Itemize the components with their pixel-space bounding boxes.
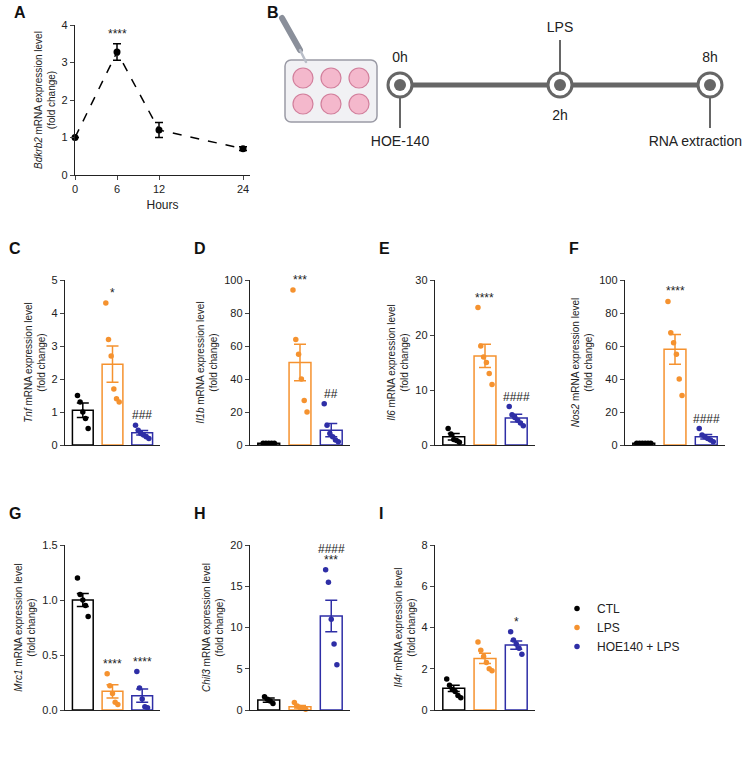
svg-text:10: 10 [230, 621, 242, 633]
svg-text:Hours: Hours [146, 198, 178, 212]
svg-text:G: G [9, 505, 21, 522]
svg-text:****: **** [475, 291, 494, 305]
svg-text:1: 1 [61, 131, 67, 143]
svg-text:###: ### [132, 408, 152, 422]
svg-text:80: 80 [605, 307, 617, 319]
svg-text:****: **** [108, 27, 127, 41]
svg-text:0: 0 [61, 169, 67, 181]
svg-text:6: 6 [114, 183, 120, 195]
svg-text:RNA extraction: RNA extraction [649, 133, 742, 149]
svg-text:Il1b mRNA expression level(fol: Il1b mRNA expression level(fold change) [195, 301, 219, 423]
svg-text:3: 3 [51, 340, 57, 352]
svg-text:A: A [14, 4, 26, 21]
svg-text:4: 4 [421, 621, 427, 633]
svg-text:1.5: 1.5 [42, 539, 57, 551]
svg-text:0.0: 0.0 [42, 704, 57, 716]
svg-text:80: 80 [230, 307, 242, 319]
svg-text:Il6 mRNA expression level(fold: Il6 mRNA expression level(fold change) [386, 304, 410, 421]
svg-text:100: 100 [599, 274, 617, 286]
svg-text:LPS: LPS [547, 19, 573, 35]
svg-text:0: 0 [72, 183, 78, 195]
svg-text:4: 4 [61, 19, 67, 31]
svg-text:10: 10 [415, 384, 427, 396]
svg-text:####: #### [693, 412, 720, 426]
svg-text:60: 60 [605, 340, 617, 352]
svg-text:1: 1 [51, 406, 57, 418]
svg-text:30: 30 [415, 274, 427, 286]
svg-text:20: 20 [230, 406, 242, 418]
svg-text:*: * [514, 615, 519, 629]
svg-text:5: 5 [236, 663, 242, 675]
svg-text:1.0: 1.0 [42, 594, 57, 606]
svg-text:12: 12 [153, 183, 165, 195]
svg-text:2: 2 [51, 373, 57, 385]
svg-text:6: 6 [421, 580, 427, 592]
svg-text:8h: 8h [702, 49, 718, 65]
svg-text:60: 60 [230, 340, 242, 352]
svg-text:0: 0 [421, 704, 427, 716]
svg-text:Bdkrb2 mRNA expression level(f: Bdkrb2 mRNA expression level(fold change… [33, 31, 57, 169]
svg-text:***: *** [324, 553, 338, 567]
svg-text:****: **** [103, 657, 122, 671]
svg-text:C: C [9, 240, 21, 257]
svg-text:0: 0 [421, 439, 427, 451]
svg-text:15: 15 [230, 580, 242, 592]
svg-text:I: I [379, 505, 383, 522]
svg-text:B: B [267, 4, 279, 21]
svg-text:8: 8 [421, 539, 427, 551]
svg-text:2: 2 [421, 663, 427, 675]
svg-text:0: 0 [236, 439, 242, 451]
svg-text:0.5: 0.5 [42, 649, 57, 661]
svg-text:##: ## [324, 387, 338, 401]
svg-text:100: 100 [224, 274, 242, 286]
svg-text:****: **** [133, 655, 152, 669]
svg-text:F: F [569, 240, 579, 257]
svg-text:H: H [194, 505, 206, 522]
svg-text:LPS: LPS [597, 621, 620, 635]
svg-text:*: * [110, 286, 115, 300]
svg-text:####: #### [318, 542, 345, 556]
svg-text:***: *** [293, 273, 307, 287]
svg-text:0: 0 [236, 704, 242, 716]
svg-text:D: D [194, 240, 206, 257]
svg-text:0: 0 [51, 439, 57, 451]
svg-text:3: 3 [61, 56, 67, 68]
svg-text:20: 20 [415, 329, 427, 341]
svg-text:2: 2 [61, 94, 67, 106]
svg-text:####: #### [503, 390, 530, 404]
svg-text:HOE140 + LPS: HOE140 + LPS [597, 640, 679, 654]
svg-text:40: 40 [230, 373, 242, 385]
svg-text:CTL: CTL [597, 602, 620, 616]
svg-text:****: **** [666, 284, 685, 298]
svg-text:2h: 2h [552, 107, 568, 123]
svg-text:24: 24 [237, 183, 249, 195]
svg-text:20: 20 [230, 539, 242, 551]
svg-text:Tnf mRNA expression level(fold: Tnf mRNA expression level(fold change) [23, 302, 47, 423]
svg-text:5: 5 [51, 274, 57, 286]
svg-text:Mrc1 mRNA expression level(fol: Mrc1 mRNA expression level(fold change) [13, 563, 37, 691]
svg-text:20: 20 [605, 406, 617, 418]
svg-text:0: 0 [611, 439, 617, 451]
svg-text:4: 4 [51, 307, 57, 319]
svg-text:Il4r mRNA expression level(fol: Il4r mRNA expression level(fold change) [393, 567, 417, 687]
svg-text:Chil3 mRNA expression level(fo: Chil3 mRNA expression level(fold change) [201, 563, 225, 692]
svg-text:0h: 0h [392, 49, 408, 65]
svg-text:E: E [379, 240, 390, 257]
svg-text:40: 40 [605, 373, 617, 385]
svg-text:Nos2 mRNA expression level(fol: Nos2 mRNA expression level(fold change) [570, 298, 594, 428]
svg-text:HOE-140: HOE-140 [371, 133, 430, 149]
